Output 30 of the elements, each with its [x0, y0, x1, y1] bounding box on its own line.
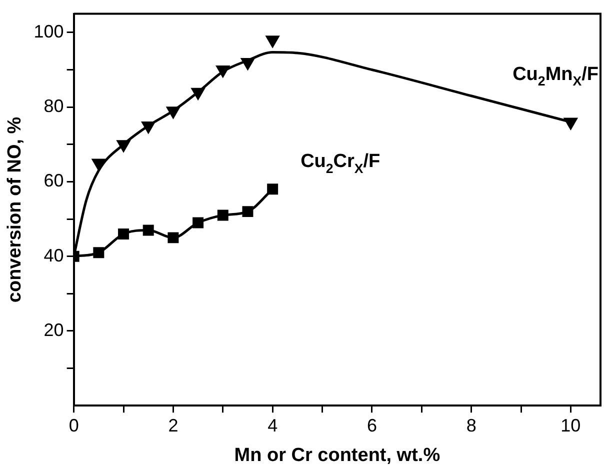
- x-tick-label: 8: [466, 415, 476, 436]
- point: [267, 184, 278, 195]
- point: [242, 206, 254, 218]
- point: [564, 118, 578, 130]
- point: [142, 121, 155, 133]
- point: [142, 224, 154, 236]
- point: [216, 66, 230, 78]
- x-axis-title: Mn or Cr content, wt.%: [234, 444, 440, 466]
- y-tick-label: 40: [44, 245, 64, 266]
- y-tick-label: 60: [44, 170, 64, 191]
- y-tick-label: 20: [44, 320, 64, 340]
- y-tick-label: 80: [44, 96, 64, 116]
- point: [217, 210, 228, 221]
- point: [168, 232, 179, 244]
- y-axis-title: conversion of NO, %: [4, 116, 26, 303]
- x-tick-label: 0: [68, 415, 79, 436]
- point: [117, 140, 130, 152]
- point: [93, 247, 104, 258]
- point: [192, 217, 204, 228]
- point: [192, 88, 204, 100]
- point: [118, 228, 130, 240]
- point: [241, 58, 254, 70]
- point: [92, 158, 106, 170]
- x-tick-label: 2: [168, 415, 178, 436]
- x-tick-label: 6: [366, 415, 377, 436]
- x-tick-label: 10: [560, 415, 581, 436]
- point: [266, 36, 280, 48]
- y-tick-label: 100: [34, 21, 64, 42]
- x-tick-label: 4: [268, 415, 278, 436]
- point: [166, 106, 180, 118]
